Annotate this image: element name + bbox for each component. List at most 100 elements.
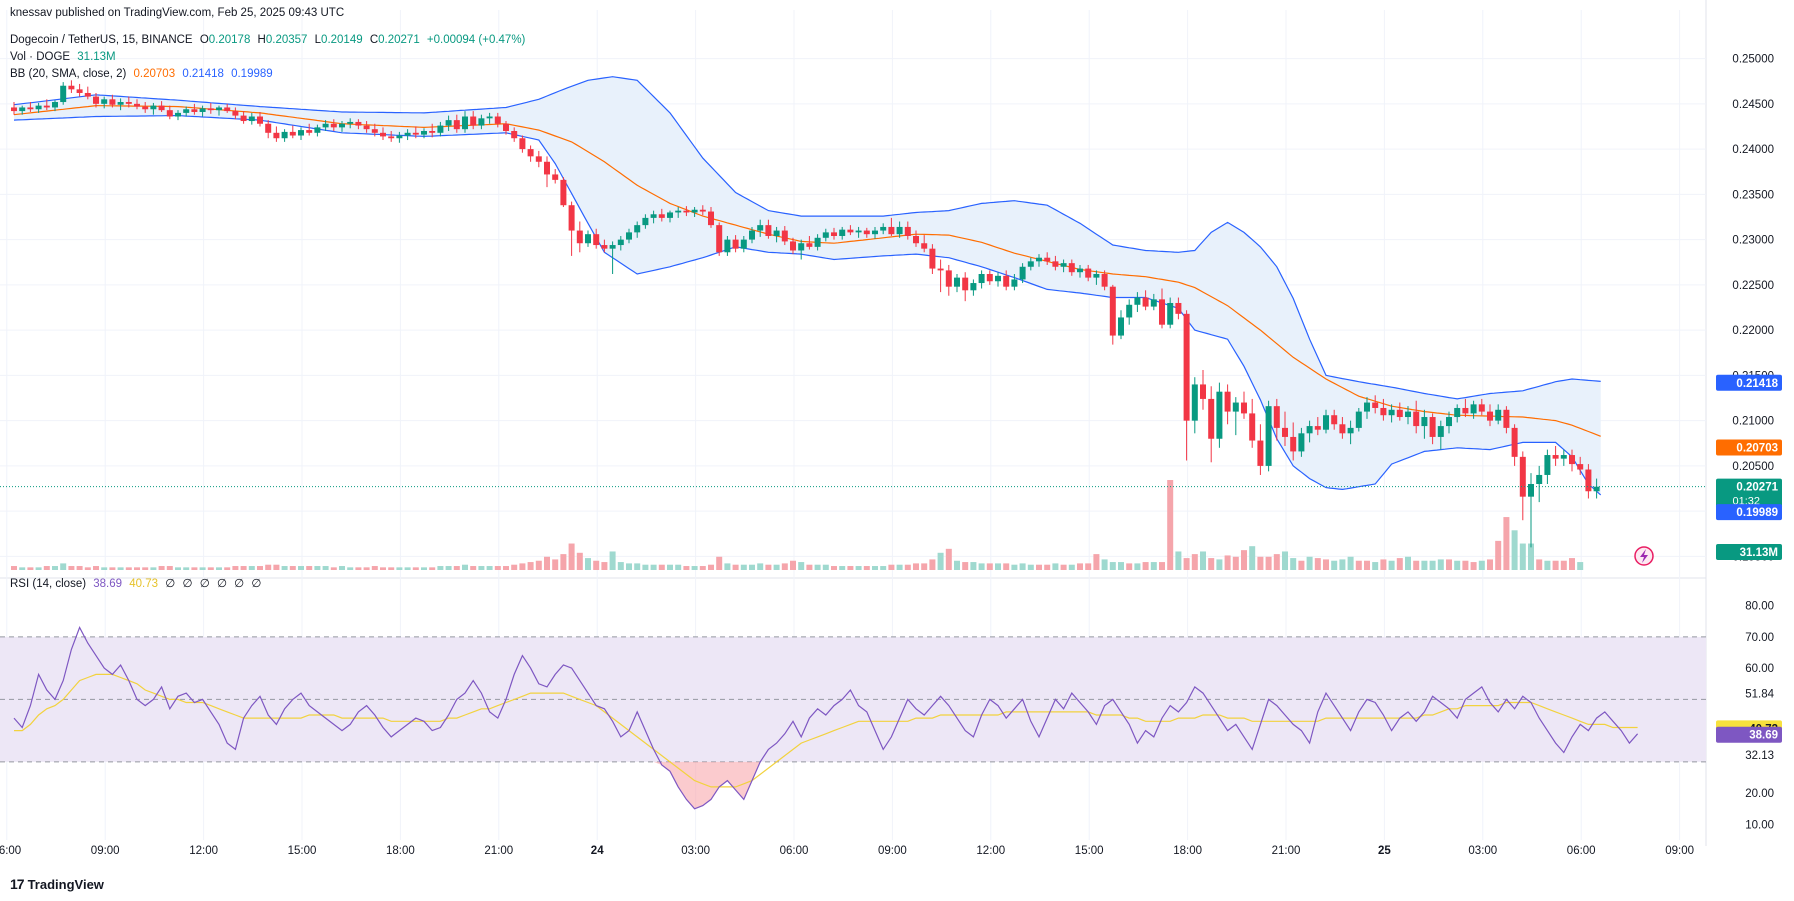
candle-body <box>1298 433 1305 452</box>
candle-body <box>1109 286 1116 336</box>
volume-bar <box>322 566 329 570</box>
candle-body <box>486 116 493 119</box>
volume-bar <box>19 567 26 570</box>
candle-body <box>749 230 755 240</box>
price-tick-label: 0.22500 <box>1732 280 1774 292</box>
volume-bar <box>84 567 91 570</box>
volume-bar <box>1372 562 1379 570</box>
volume-bar <box>396 567 403 570</box>
candle-body <box>166 110 173 117</box>
volume-bar <box>142 567 149 570</box>
candle-body <box>609 245 616 249</box>
candle-body <box>1339 424 1346 434</box>
volume-bar <box>1175 551 1182 570</box>
candle-body <box>11 107 17 112</box>
candle-body <box>904 226 911 236</box>
volume-bar <box>560 554 567 570</box>
ohlc-high: H0.20357 <box>257 34 308 46</box>
candle-body <box>437 125 444 133</box>
candle-body <box>1068 263 1075 273</box>
volume-bar <box>1118 562 1124 570</box>
candle-body <box>1569 455 1575 465</box>
publisher-text: knessav published on TradingView.com, Fe… <box>10 7 345 19</box>
candle-body <box>1175 302 1182 314</box>
tradingview-logo[interactable]: 17 TradingView <box>10 876 104 892</box>
bb-legend[interactable]: BB (20, SMA, close, 2) 0.20703 0.21418 0… <box>10 68 277 80</box>
candle-body <box>1273 406 1280 428</box>
time-tick-label: 03:00 <box>1468 845 1497 857</box>
rsi-tick-label: 51.84 <box>1745 689 1774 701</box>
candle-body <box>1093 274 1100 278</box>
candle-body <box>658 214 665 218</box>
volume-bar <box>781 563 788 570</box>
time-tick-label: 09:00 <box>1665 845 1694 857</box>
candle-body <box>568 205 575 231</box>
rsi-legend[interactable]: RSI (14, close) 38.69 40.73 ∅ ∅ ∅ ∅ ∅ ∅ <box>10 576 265 590</box>
volume-bar <box>831 566 837 570</box>
candle-body <box>1200 384 1206 399</box>
candle-body <box>1454 407 1461 418</box>
candle-body <box>1019 266 1026 280</box>
volume-bar <box>1101 559 1108 570</box>
volume-bar <box>412 567 419 570</box>
volume-bar <box>986 563 993 570</box>
time-tick-label: 06:00 <box>0 845 21 857</box>
candle-body <box>511 130 518 139</box>
price-tick-label: 0.20500 <box>1732 461 1774 473</box>
volume-bar <box>1380 559 1387 570</box>
volume-bar <box>52 566 58 570</box>
volume-bar <box>683 566 690 570</box>
rsi-badge-bg <box>1716 726 1782 743</box>
bb-upper-value: 0.21418 <box>182 68 224 80</box>
rsi-label: RSI (14, close) <box>10 578 87 590</box>
rsi-ma-line <box>14 673 1638 788</box>
volume-bar <box>1454 560 1461 570</box>
bb-upper-badge-text: 0.21418 <box>1736 378 1778 390</box>
candle-body <box>478 118 485 126</box>
candle-body <box>371 129 378 133</box>
candle-body <box>1085 268 1092 278</box>
volume-bar <box>1437 559 1444 570</box>
volume-bar <box>1068 564 1075 570</box>
candle-body <box>216 107 222 111</box>
candle-body <box>347 121 354 124</box>
volume-legend[interactable]: Vol · DOGE 31.13M <box>10 51 120 63</box>
candle-body <box>175 112 181 117</box>
volume-bar <box>544 556 550 570</box>
bb-lower-badge-text: 0.19989 <box>1736 507 1778 519</box>
time-tick-label: 21:00 <box>1272 845 1301 857</box>
volume-bar <box>1265 556 1272 570</box>
candle-body <box>1437 426 1444 437</box>
candle-body <box>1503 409 1510 428</box>
volume-bar <box>855 566 862 570</box>
rsi-band-background <box>0 636 1706 762</box>
volume-bar <box>995 563 1001 570</box>
volume-bar <box>109 567 116 570</box>
candle-body <box>995 275 1001 282</box>
volume-bar <box>355 567 362 570</box>
candle-body <box>585 234 591 244</box>
symbol-legend[interactable]: Dogecoin / TetherUS, 15, BINANCE O0.2017… <box>10 34 529 46</box>
candle-body <box>43 105 50 108</box>
volume-bar <box>970 562 977 570</box>
candle-body <box>1249 413 1256 441</box>
candle-body <box>101 99 108 104</box>
candle-body <box>708 211 714 226</box>
volume-bar <box>43 566 50 570</box>
volume-bar <box>1249 546 1256 570</box>
volume-bar <box>1314 558 1321 570</box>
volume-bar <box>527 562 534 570</box>
volume-bar <box>380 567 386 570</box>
candle-body <box>142 106 149 110</box>
volume-bar <box>732 564 739 570</box>
candle-body <box>27 107 34 110</box>
volume-bar <box>658 564 665 570</box>
volume-bar <box>1273 554 1280 570</box>
bb-band-fill <box>14 76 1601 495</box>
price-tick-label: 0.22000 <box>1732 325 1774 337</box>
candle-body <box>322 123 329 128</box>
candle-body <box>363 125 370 130</box>
candle-body <box>1355 411 1362 428</box>
time-tick-label: 15:00 <box>1075 845 1104 857</box>
